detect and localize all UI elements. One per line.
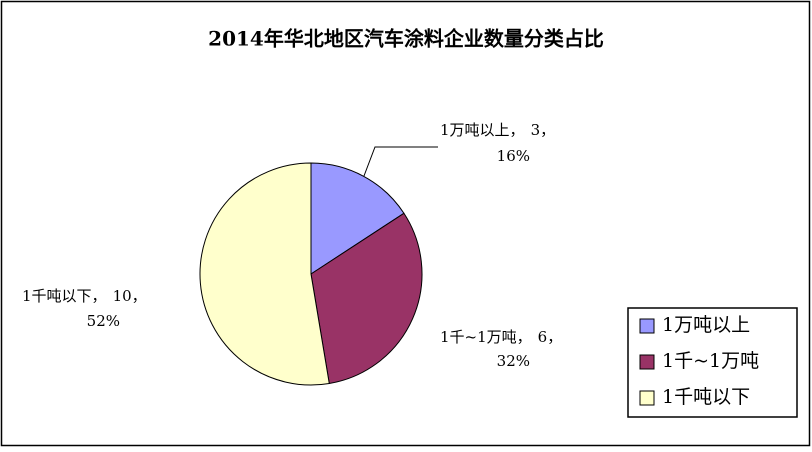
- pie-slice: [310, 212, 423, 385]
- legend-box: [627, 307, 798, 418]
- label-value: 3: [531, 121, 541, 139]
- label-percent: 16%: [497, 147, 530, 165]
- label-separator: ，: [92, 287, 107, 305]
- label-category: 1万吨以上: [440, 121, 510, 139]
- legend-swatch: [639, 354, 655, 370]
- label-percent: 32%: [497, 352, 530, 370]
- chart-title: 2014年华北地区汽车涂料企业数量分类占比: [208, 27, 604, 51]
- label-separator: ，: [540, 121, 555, 139]
- label-separator: ，: [132, 287, 147, 305]
- leader-line: [363, 146, 438, 177]
- pie-slice: [199, 162, 330, 386]
- label-category: 1千~1万吨: [440, 328, 517, 346]
- label-value: 6: [538, 328, 548, 346]
- data-label: 1千吨以下， 10，: [22, 287, 147, 305]
- pie-slice: [310, 162, 405, 275]
- data-label: 1千~1万吨， 6，: [440, 328, 562, 346]
- legend-label: 1千~1万吨: [662, 350, 759, 372]
- legend-swatch: [639, 318, 655, 334]
- label-separator: ，: [510, 121, 525, 139]
- legend-label: 1万吨以上: [662, 314, 750, 336]
- legend-label: 1千吨以下: [662, 386, 750, 408]
- label-percent: 52%: [87, 312, 120, 330]
- label-separator: ，: [547, 328, 562, 346]
- legend-swatch: [639, 390, 655, 406]
- label-separator: ，: [517, 328, 532, 346]
- label-category: 1千吨以下: [22, 287, 92, 305]
- data-label: 1万吨以上， 3，: [440, 121, 555, 139]
- label-value: 10: [113, 287, 132, 305]
